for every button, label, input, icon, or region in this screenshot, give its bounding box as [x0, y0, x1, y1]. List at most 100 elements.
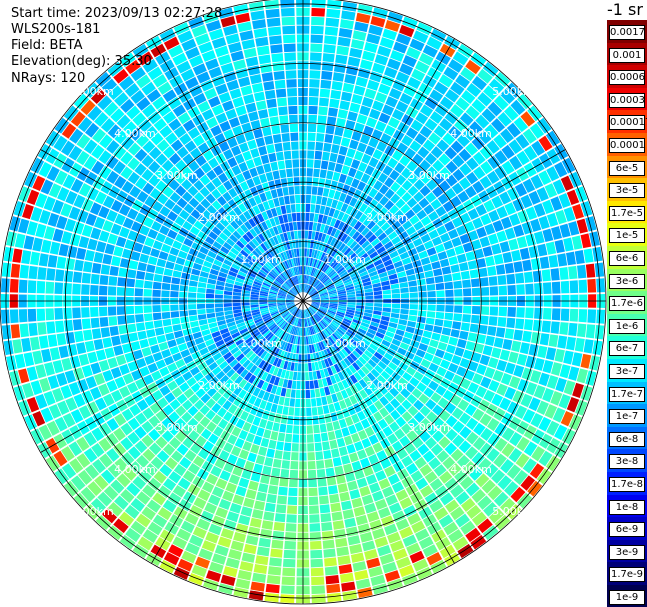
range-gate-cell — [12, 248, 23, 263]
range-gate-cell — [171, 277, 181, 285]
range-gate-cell — [241, 122, 252, 133]
range-gate-cell — [245, 258, 254, 266]
range-gate-cell — [423, 387, 435, 398]
range-gate-cell — [370, 274, 380, 281]
range-gate-cell — [290, 249, 295, 258]
range-gate-cell — [308, 105, 318, 115]
range-gate-cell — [23, 352, 35, 367]
range-gate-cell — [376, 141, 388, 152]
range-gate-cell — [143, 288, 152, 297]
range-gate-cell — [331, 393, 339, 403]
range-gate-cell — [372, 528, 386, 540]
range-gate-cell — [116, 286, 126, 296]
range-gate-cell — [452, 216, 463, 228]
range-gate-cell — [375, 331, 385, 339]
range-gate-cell — [174, 216, 186, 227]
range-gate-cell — [211, 331, 221, 338]
range-gate-cell — [292, 335, 297, 345]
range-gate-cell — [6, 231, 17, 247]
range-gate-cell — [384, 523, 398, 536]
range-gate-cell — [514, 405, 528, 419]
range-gate-cell — [309, 70, 321, 79]
range-gate-cell — [234, 281, 244, 287]
range-gate-cell — [344, 397, 353, 408]
range-gate-cell — [499, 497, 516, 514]
range-gate-cell — [580, 233, 592, 249]
range-gate-cell — [323, 265, 330, 273]
range-gate-cell — [286, 361, 292, 371]
range-gate-cell — [395, 366, 405, 377]
range-gate-cell — [406, 366, 417, 376]
range-gate-cell — [297, 372, 301, 381]
range-gate-cell — [194, 337, 205, 345]
range-gate-cell — [242, 150, 252, 161]
range-gate-cell — [206, 116, 219, 129]
range-gate-cell — [347, 480, 358, 491]
range-gate-cell — [276, 187, 284, 197]
range-gate-cell — [197, 231, 208, 241]
range-gate-cell — [215, 339, 225, 348]
range-gate-cell — [554, 424, 568, 441]
range-gate-cell — [471, 452, 485, 466]
range-gate-cell — [504, 227, 516, 240]
range-gate-cell — [89, 202, 102, 216]
range-gate-cell — [349, 352, 358, 362]
range-gate-cell — [76, 436, 90, 452]
range-gate-cell — [283, 323, 289, 331]
range-gate-cell — [172, 104, 186, 117]
range-gate-cell — [82, 261, 93, 273]
range-gate-cell — [297, 284, 301, 293]
range-gate-cell — [19, 323, 29, 338]
range-gate-cell — [236, 365, 245, 375]
range-gate-cell — [317, 379, 324, 388]
range-gate-cell — [333, 250, 341, 259]
range-gate-cell — [348, 341, 357, 350]
range-gate-cell — [316, 311, 324, 318]
range-gate-cell — [354, 347, 364, 356]
range-gate-cell — [55, 269, 65, 282]
range-gate-cell — [445, 344, 456, 354]
range-gate-cell — [443, 240, 454, 250]
range-gate-cell — [309, 267, 313, 276]
range-gate-cell — [343, 235, 352, 245]
range-gate-cell — [353, 371, 362, 381]
range-gate-cell — [271, 257, 278, 266]
range-gate-cell — [379, 195, 389, 206]
range-gate-cell — [224, 213, 234, 224]
range-gate-cell — [574, 337, 585, 352]
range-gate-cell — [323, 368, 330, 378]
range-gate-cell — [284, 333, 290, 342]
range-gate-cell — [179, 285, 189, 292]
range-gate-cell — [327, 269, 335, 277]
range-gate-cell — [488, 78, 505, 94]
range-gate-cell — [507, 307, 516, 318]
range-gate-cell — [439, 470, 453, 484]
range-gate-cell — [291, 267, 296, 276]
range-gate-cell — [98, 206, 110, 219]
range-gate-cell — [307, 469, 317, 479]
range-gate-cell — [435, 205, 447, 217]
range-gate-cell — [165, 457, 178, 470]
range-label: 1.00km — [324, 253, 366, 266]
range-gate-cell — [354, 210, 363, 221]
range-gate-cell — [520, 111, 536, 127]
range-gate-cell — [205, 293, 215, 299]
range-gate-cell — [277, 302, 286, 305]
range-gate-cell — [398, 215, 409, 225]
range-gate-cell — [141, 154, 154, 168]
range-gate-cell — [464, 185, 477, 199]
range-gate-cell — [371, 129, 383, 140]
range-gate-cell — [400, 308, 409, 315]
range-gate-cell — [304, 363, 309, 372]
range-gate-cell — [372, 442, 383, 453]
range-gate-cell — [172, 52, 188, 66]
range-gate-cell — [333, 262, 342, 271]
range-gate-cell — [515, 133, 530, 149]
range-gate-cell — [346, 443, 356, 454]
range-gate-cell — [245, 56, 259, 67]
range-gate-cell — [147, 521, 163, 536]
range-gate-cell — [137, 330, 147, 340]
range-gate-cell — [204, 87, 218, 100]
range-gate-cell — [452, 154, 465, 168]
range-gate-cell — [218, 583, 234, 595]
